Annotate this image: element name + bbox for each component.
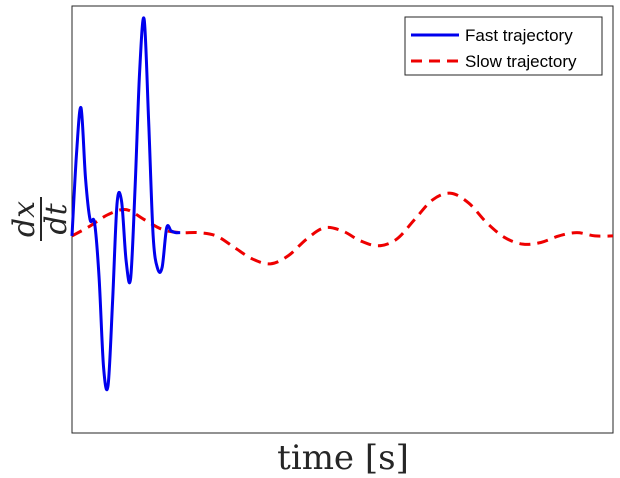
plot-area: [71, 5, 614, 434]
series-line-slow-trajectory: [71, 191, 614, 266]
x-axis-label: time [s]: [277, 438, 409, 478]
legend-label-slow: Slow trajectory: [465, 52, 577, 71]
legend: Fast trajectory Slow trajectory: [404, 16, 603, 76]
series-layer: [70, 16, 614, 392]
series-line-fast-trajectory: [70, 16, 181, 392]
y-axis-label: dx dt: [7, 197, 74, 241]
y-axis-label-denominator: dt: [39, 202, 74, 234]
legend-label-fast: Fast trajectory: [465, 26, 573, 45]
y-axis-label-numerator: dx: [7, 201, 42, 237]
legend-box: [404, 16, 603, 76]
